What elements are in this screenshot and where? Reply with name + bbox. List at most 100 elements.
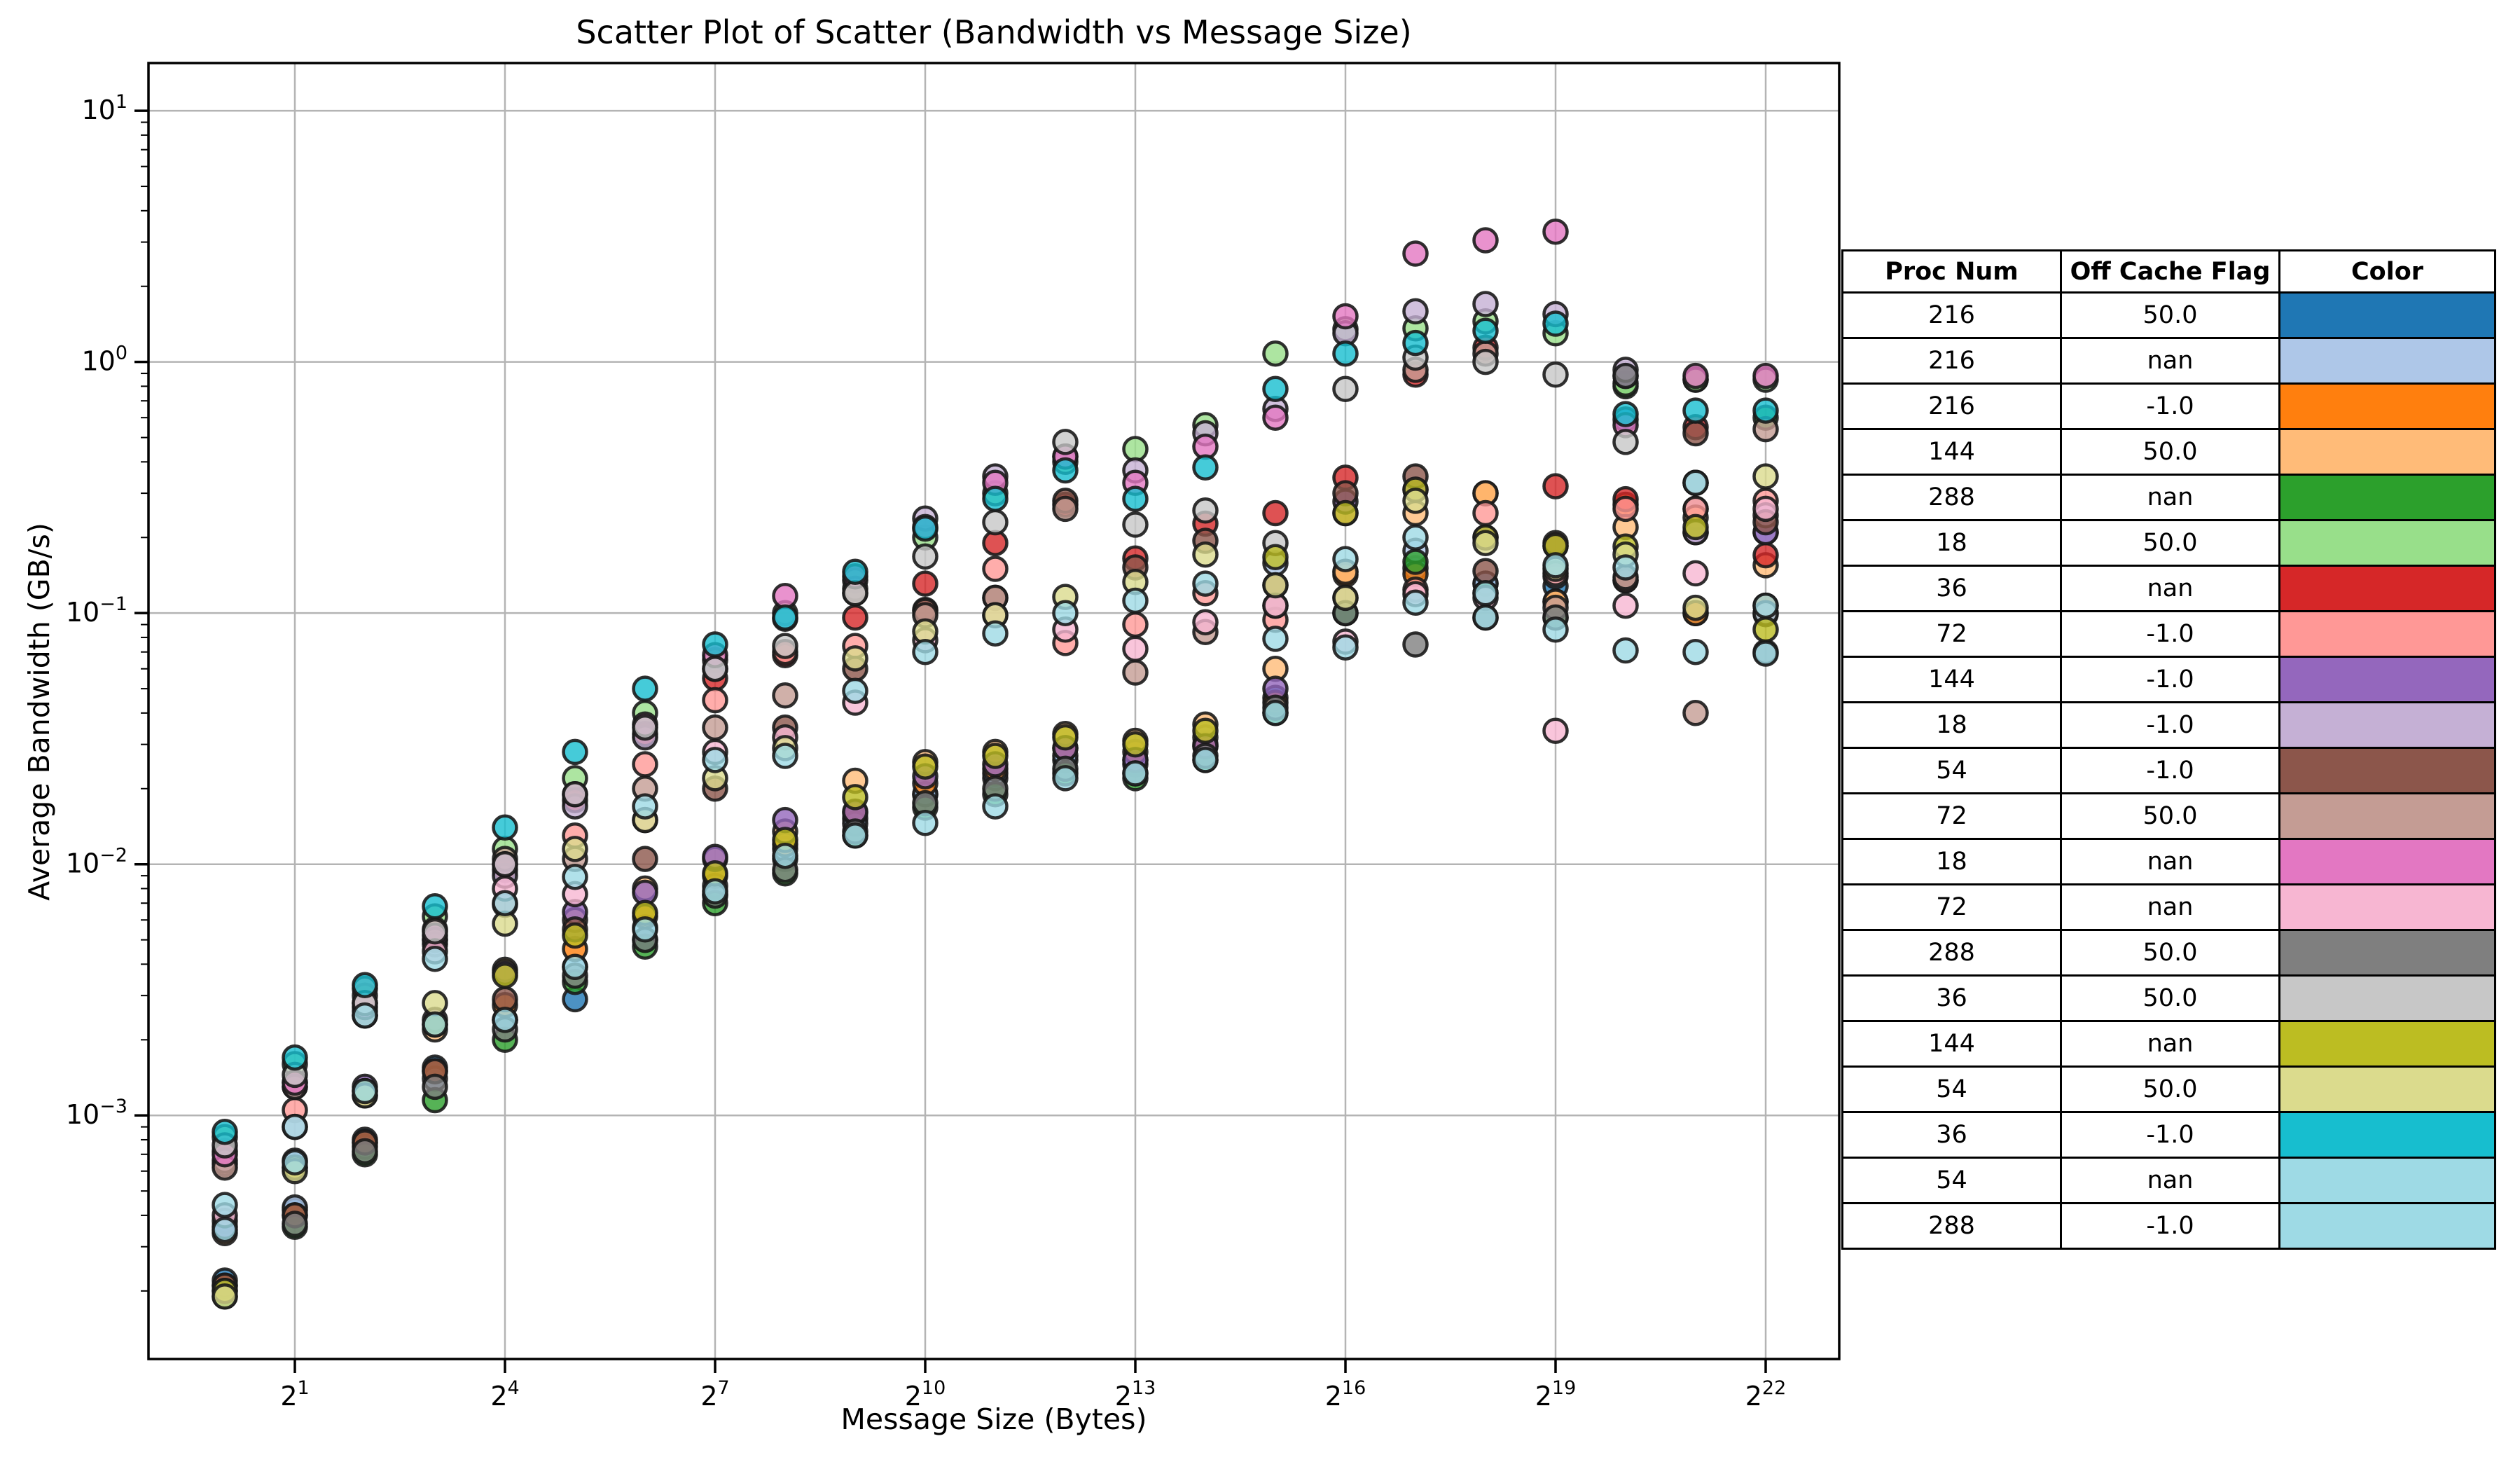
x-tick-label: 213 — [1115, 1377, 1156, 1412]
y-tick-label: 10−3 — [66, 1096, 127, 1130]
scatter-point — [422, 1073, 448, 1101]
scatter-point — [912, 638, 939, 665]
scatter-point — [912, 753, 939, 780]
proc-num-cell: 36 — [1841, 565, 2062, 612]
scatter-point — [982, 743, 1009, 769]
off-cache-flag-cell: -1.0 — [2060, 701, 2280, 749]
scatter-point — [1192, 747, 1219, 773]
scatter-point — [1612, 429, 1639, 455]
scatter-point — [1332, 375, 1359, 403]
scatter-point — [1682, 560, 1709, 587]
scatter-point — [912, 570, 939, 597]
legend-row: 18 nan — [1841, 838, 2496, 885]
proc-num-cell: 288 — [1841, 1202, 2062, 1250]
scatter-point — [1682, 594, 1709, 621]
scatter-point — [982, 556, 1009, 582]
scatter-point — [1542, 717, 1569, 744]
scatter-point — [772, 604, 798, 631]
scatter-point — [1472, 604, 1499, 631]
scatter-point — [1052, 724, 1079, 751]
scatter-point — [492, 814, 518, 841]
scatter-point — [1682, 513, 1709, 541]
scatter-point — [982, 485, 1009, 512]
scatter-point — [1192, 541, 1219, 568]
scatter-point — [1612, 362, 1639, 389]
proc-num-cell: 216 — [1841, 337, 2062, 385]
scatter-point — [702, 655, 728, 682]
legend-row: 36 nan — [1841, 565, 2496, 612]
off-cache-flag-cell: 50.0 — [2060, 291, 2280, 339]
proc-num-cell: 18 — [1841, 838, 2062, 885]
scatter-point — [212, 1118, 238, 1145]
scatter-point — [212, 1216, 238, 1243]
off-cache-flag-cell: nan — [2060, 1020, 2280, 1068]
x-tick-label: 222 — [1745, 1377, 1787, 1412]
legend-row: 144 -1.0 — [1841, 656, 2496, 703]
color-swatch-cell — [2278, 1202, 2496, 1250]
proc-num-cell: 54 — [1841, 1065, 2062, 1113]
scatter-point — [1402, 488, 1429, 514]
scatter-point — [1472, 558, 1499, 584]
scatter-point — [1402, 329, 1429, 357]
scatter-point — [422, 990, 448, 1016]
off-cache-flag-cell: nan — [2060, 838, 2280, 885]
proc-num-cell: 54 — [1841, 747, 2062, 794]
scatter-point — [282, 1113, 308, 1140]
scatter-point — [352, 1077, 378, 1105]
figure-title: Scatter Plot of Scatter (Bandwidth vs Me… — [576, 13, 1412, 51]
scatter-point — [422, 1011, 448, 1038]
legend-row: 72 nan — [1841, 883, 2496, 931]
scatter-point — [422, 918, 448, 945]
off-cache-flag-cell: 50.0 — [2060, 792, 2280, 840]
scatter-point — [1262, 499, 1289, 527]
off-cache-flag-cell: 50.0 — [2060, 428, 2280, 476]
scatter-point — [1332, 546, 1359, 572]
scatter-point — [632, 751, 658, 778]
scatter-point — [982, 620, 1009, 647]
scatter-point — [1332, 340, 1359, 367]
color-swatch-cell — [2278, 1020, 2496, 1068]
scatter-point — [1612, 592, 1639, 619]
scatter-point — [1402, 589, 1429, 616]
col-header-proc-num: Proc Num — [1841, 249, 2062, 294]
scatter-point — [562, 953, 588, 981]
x-tick-label: 21 — [280, 1377, 309, 1412]
scatter-point — [632, 714, 658, 741]
scatter-point — [1612, 401, 1639, 427]
proc-num-cell: 216 — [1841, 382, 2062, 430]
scatter-point — [1262, 572, 1289, 599]
scatter-point — [562, 738, 588, 766]
scatter-point — [1122, 511, 1149, 538]
scatter-point — [282, 1149, 308, 1176]
scatter-point — [1052, 765, 1079, 792]
scatter-point — [352, 972, 378, 999]
scatter-point — [632, 675, 658, 702]
scatter-point — [1612, 554, 1639, 581]
legend-row: 54 -1.0 — [1841, 747, 2496, 794]
legend-row: 216 50.0 — [1841, 291, 2496, 339]
x-tick-label: 219 — [1535, 1377, 1577, 1412]
scatter-point — [1192, 717, 1219, 744]
scatter-point — [1542, 552, 1569, 579]
scatter-point — [702, 714, 728, 741]
x-tick-label: 24 — [490, 1377, 519, 1412]
scatter-point — [1682, 638, 1709, 665]
scatter-point — [1332, 303, 1359, 330]
scatter-point — [1122, 659, 1149, 686]
color-swatch-cell — [2278, 1157, 2496, 1204]
scatter-point — [1402, 524, 1429, 551]
proc-num-cell: 18 — [1841, 519, 2062, 567]
scatter-point — [1542, 361, 1569, 388]
scatter-point — [702, 631, 728, 658]
color-swatch-cell — [2278, 382, 2496, 430]
off-cache-flag-cell: -1.0 — [2060, 382, 2280, 430]
y-tick-label: 100 — [81, 343, 127, 377]
color-swatch-cell — [2278, 838, 2496, 885]
scatter-point — [1052, 457, 1079, 484]
scatter-point — [1472, 348, 1499, 375]
color-swatch-cell — [2278, 929, 2496, 977]
color-swatch-cell — [2278, 337, 2496, 385]
scatter-point — [1122, 587, 1149, 614]
plot-border — [147, 62, 1841, 1360]
scatter-point — [982, 509, 1009, 536]
